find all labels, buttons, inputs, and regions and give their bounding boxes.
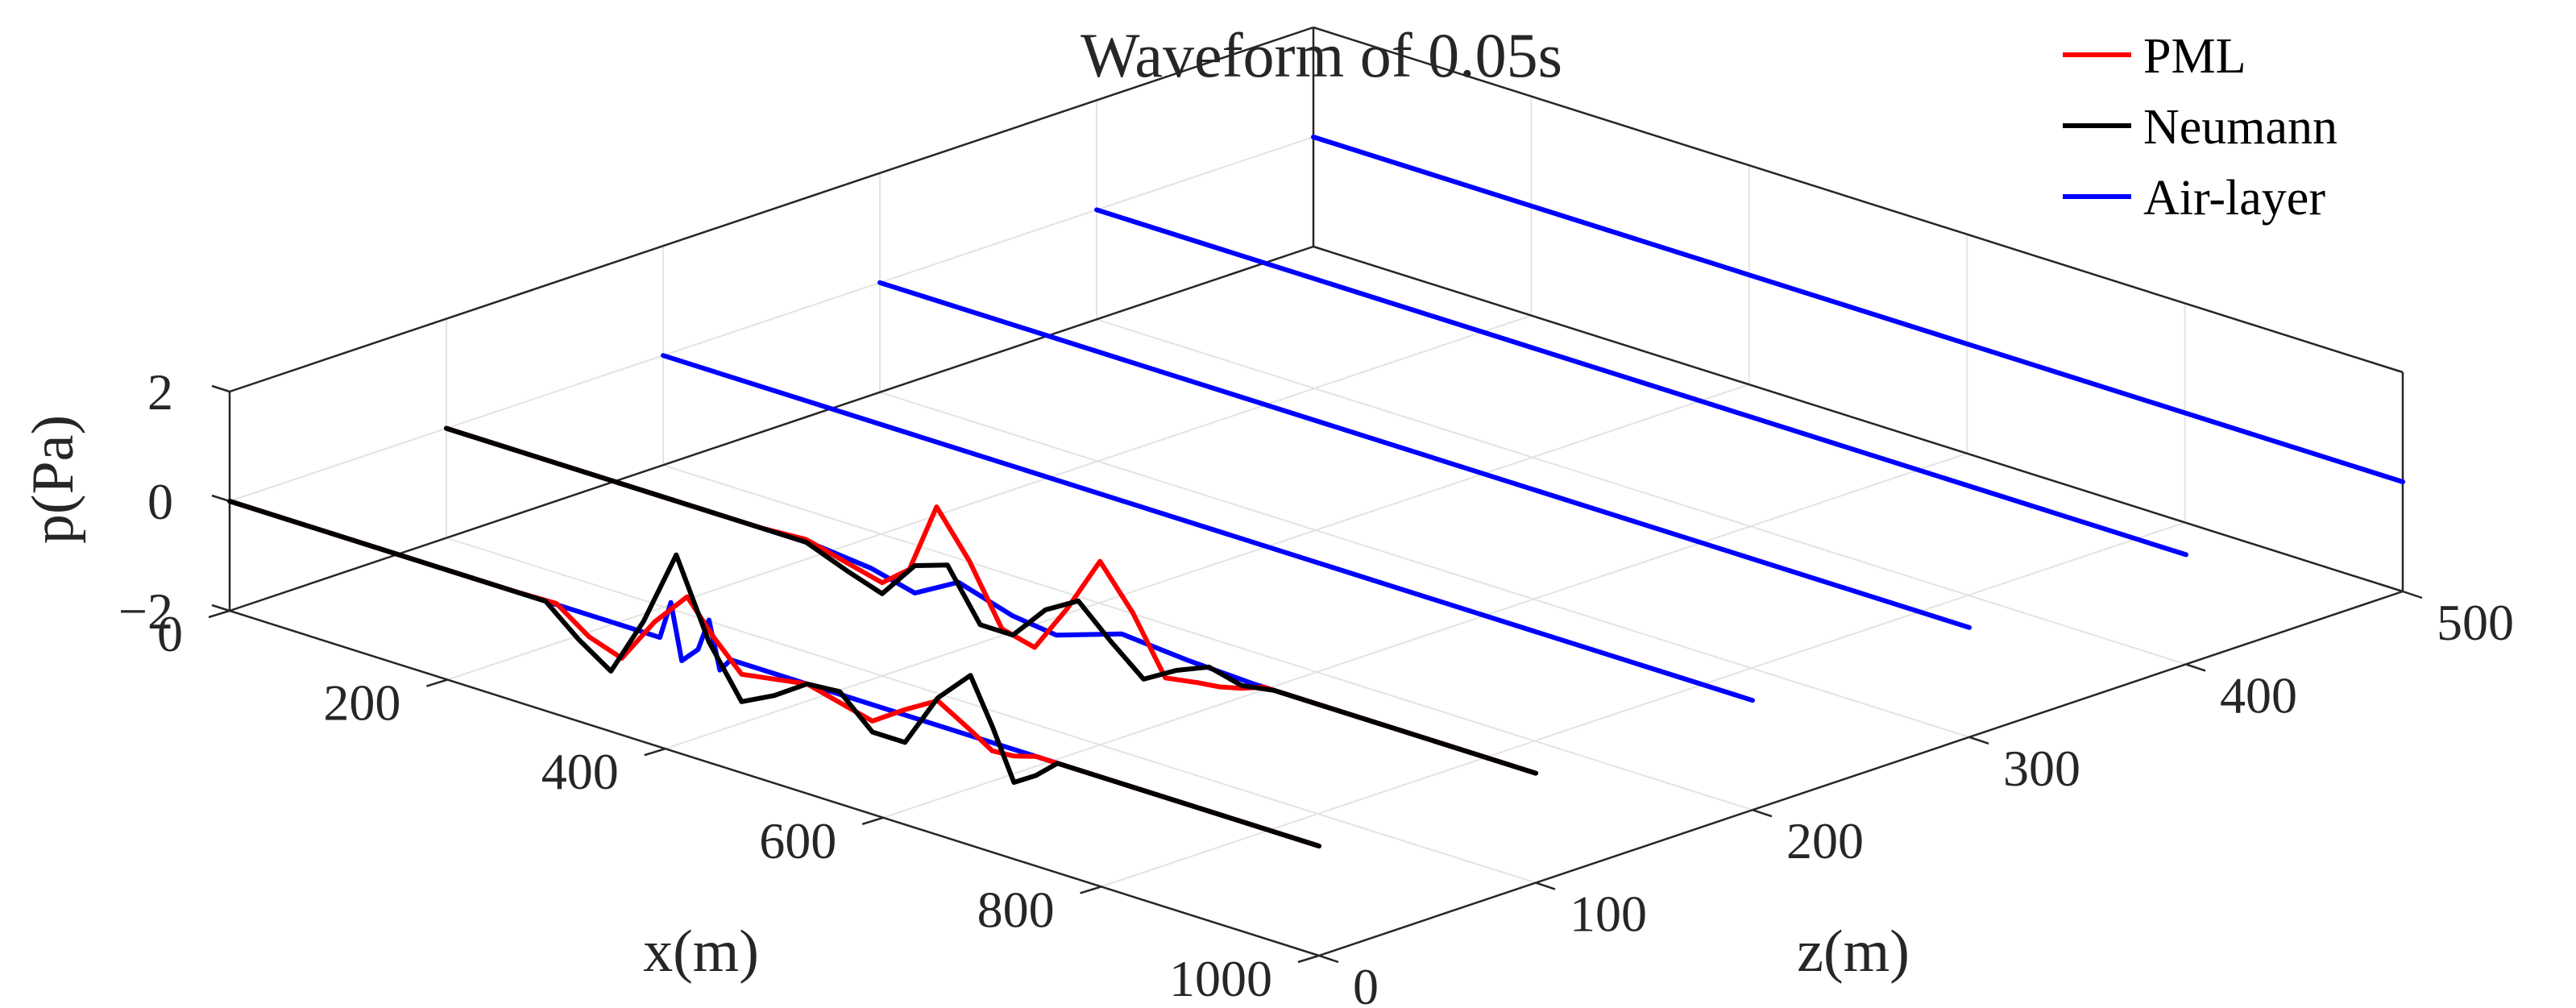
grid-line-z-floor (1096, 318, 2187, 666)
legend-label: Air-layer (2143, 171, 2325, 226)
z-tick-mark (2185, 663, 2206, 672)
axes-box-edge (229, 26, 1314, 393)
z-tick-mark (1968, 736, 1989, 745)
x-tick-label: 800 (977, 881, 1055, 938)
grid-line-x-floor (665, 384, 1750, 750)
x-tick-mark (1297, 954, 1320, 964)
x-tick-mark (861, 816, 884, 825)
grid-line-x-floor (1101, 521, 2185, 888)
axes-box-edge (1318, 590, 2404, 957)
x-tick-label: 0 (157, 605, 183, 662)
axes-box-edge (229, 245, 1314, 612)
series-line-air-layer-z300 (877, 280, 1972, 630)
data-traces (227, 135, 2405, 848)
grid-lines (229, 27, 2404, 956)
axes-box-edge (1313, 26, 2404, 374)
grid-line-z-floor (662, 464, 1753, 811)
z-tick-label: 500 (2437, 594, 2514, 651)
p-tick-mark (211, 384, 230, 393)
z-tick-mark (1535, 881, 1556, 890)
x-tick-mark (208, 609, 230, 619)
legend-label: PML (2143, 29, 2246, 84)
z-tick-label: 200 (1786, 812, 1864, 869)
x-axis-label: x(m) (643, 919, 759, 985)
x-tick-label: 1000 (1169, 950, 1272, 1007)
axes-box-edge (229, 609, 1320, 957)
legend-label: Neumann (2143, 100, 2337, 155)
x-tick-label: 600 (759, 812, 836, 869)
z-axis-label: p(Pa) (20, 415, 86, 544)
z-tick-label: 400 (2220, 666, 2297, 724)
series-line-air-layer-z200 (661, 353, 1755, 703)
p-tick-label: 2 (147, 363, 173, 421)
series-line-neumann-z100 (444, 425, 1538, 776)
z-tick-mark (2402, 590, 2423, 599)
grid-line-x-floor (882, 452, 1968, 819)
grid-line-z-floor (446, 537, 1537, 884)
axes-box (228, 26, 2404, 957)
x-tick-mark (1080, 886, 1101, 894)
p-tick-mark (211, 604, 230, 612)
grid-line-p-sidewall (229, 136, 1314, 502)
series-line-air-layer-z500 (1311, 135, 2405, 484)
p-tick-label: −2 (118, 583, 173, 640)
p-tick-mark (211, 494, 230, 503)
z-tick-label: 0 (1353, 958, 1379, 1008)
p-tick-label: 0 (147, 473, 173, 530)
z-tick-label: 300 (2003, 740, 2080, 797)
series-line-pml-z100 (444, 425, 1538, 776)
series-line-neumann-z0 (227, 499, 1321, 848)
chart-title: Waveform of 0.05s (1081, 20, 1562, 90)
x-tick-mark (426, 678, 448, 687)
x-tick-label: 400 (541, 743, 619, 800)
x-tick-mark (644, 748, 666, 757)
z-tick-mark (1752, 809, 1773, 818)
legend: PML Neumann Air-layer (2063, 29, 2337, 226)
z-tick-label: 100 (1570, 886, 1647, 943)
series-line-air-layer-z400 (1094, 207, 2188, 558)
grid-line-x-floor (447, 314, 1532, 681)
z-tick-mark (1318, 954, 1339, 964)
series-line-air-layer-z0 (227, 499, 1321, 848)
grid-line-z-floor (879, 391, 1970, 738)
axes-box-edge (1313, 245, 2404, 593)
x-tick-label: 200 (323, 674, 400, 732)
y-axis-label: z(m) (1797, 919, 1910, 985)
